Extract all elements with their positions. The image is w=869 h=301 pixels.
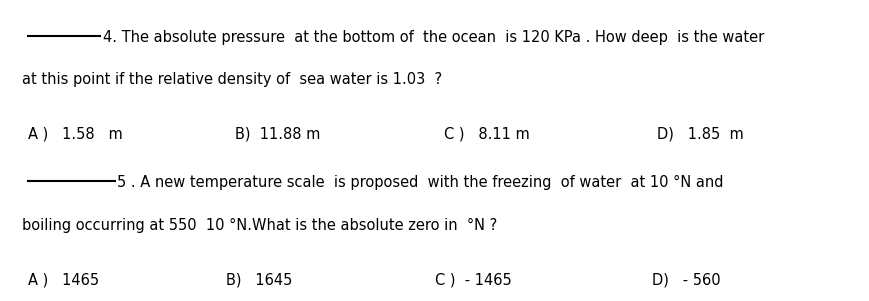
Text: C )  - 1465: C ) - 1465 xyxy=(434,272,511,287)
Text: D)   - 560: D) - 560 xyxy=(652,272,720,287)
Text: at this point if the relative density of  sea water is 1.03  ?: at this point if the relative density of… xyxy=(22,72,441,87)
Text: boiling occurring at 550  10 °N.What is the absolute zero in  °N ?: boiling occurring at 550 10 °N.What is t… xyxy=(22,218,496,233)
Text: 5 . A new temperature scale  is proposed  with the freezing  of water  at 10 °N : 5 . A new temperature scale is proposed … xyxy=(117,175,723,190)
Text: A )   1465: A ) 1465 xyxy=(28,272,99,287)
Text: A )   1.58   m: A ) 1.58 m xyxy=(28,126,123,141)
Text: B)   1645: B) 1645 xyxy=(226,272,292,287)
Text: D)   1.85  m: D) 1.85 m xyxy=(656,126,743,141)
Text: 4. The absolute pressure  at the bottom of  the ocean  is 120 KPa . How deep  is: 4. The absolute pressure at the bottom o… xyxy=(103,30,763,45)
Text: B)  11.88 m: B) 11.88 m xyxy=(235,126,320,141)
Text: C )   8.11 m: C ) 8.11 m xyxy=(443,126,529,141)
